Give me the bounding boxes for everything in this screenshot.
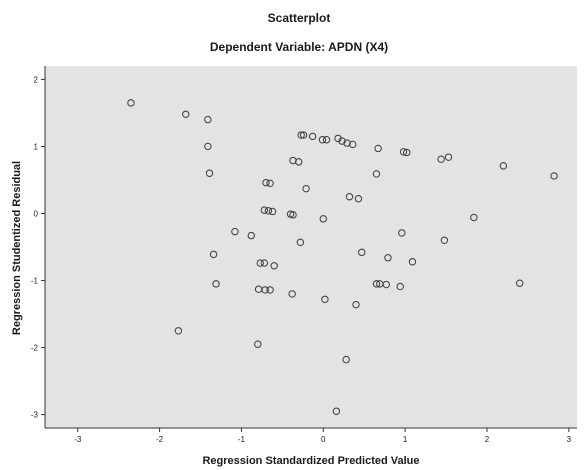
data-point: [408, 258, 417, 266]
data-point: [308, 132, 317, 141]
data-point: [352, 300, 360, 309]
x-tick-label: -2: [156, 435, 164, 444]
data-point: [319, 215, 327, 223]
x-tick-label: 2: [485, 435, 490, 444]
data-point: [349, 140, 357, 149]
data-point: [254, 340, 262, 348]
chart-title: Scatterplot: [268, 11, 331, 25]
data-points: [127, 99, 558, 415]
data-point: [345, 193, 354, 201]
data-point: [204, 142, 212, 151]
x-tick-label: 0: [321, 435, 326, 444]
data-point: [396, 282, 404, 291]
data-point: [342, 355, 350, 364]
data-point: [262, 178, 270, 187]
data-point: [550, 172, 558, 180]
data-point: [289, 211, 297, 219]
data-point: [372, 280, 381, 288]
data-point: [174, 327, 183, 335]
data-point: [260, 206, 269, 214]
data-point: [260, 259, 269, 267]
data-point: [403, 148, 411, 157]
y-ticks: 2 1 0 -1 -2 -3: [31, 75, 45, 420]
data-point: [382, 280, 390, 289]
y-axis-label: Regression Studentized Residual: [11, 161, 23, 335]
data-point: [318, 136, 327, 144]
x-ticks: -3 -2 -1 0 1 2 3: [74, 428, 572, 444]
data-point: [127, 99, 135, 107]
data-point: [270, 262, 278, 270]
data-point: [247, 231, 255, 240]
data-point: [358, 248, 366, 257]
data-point: [295, 158, 303, 166]
data-point: [440, 236, 449, 244]
data-point: [516, 279, 524, 287]
data-point: [372, 170, 381, 178]
x-tick-label: 3: [567, 435, 572, 444]
x-tick-label: 1: [403, 435, 408, 444]
data-point: [470, 213, 478, 222]
data-point: [338, 137, 346, 145]
x-tick-label: -1: [238, 435, 246, 444]
data-point: [297, 131, 305, 139]
data-point: [437, 155, 445, 163]
x-tick-label: -3: [74, 435, 82, 444]
data-point: [256, 259, 264, 267]
data-point: [182, 110, 190, 118]
y-tick-label: -1: [31, 277, 39, 286]
data-point: [288, 290, 296, 298]
chart-subtitle: Dependent Variable: APDN (X4): [210, 40, 388, 54]
x-axis-label: Regression Standardized Predicted Value: [202, 455, 419, 467]
data-point: [264, 207, 273, 215]
data-point: [398, 229, 406, 237]
y-tick-label: 2: [34, 75, 39, 84]
data-point: [354, 195, 363, 203]
data-point: [266, 286, 274, 294]
plot-area: [45, 66, 577, 428]
data-point: [204, 115, 212, 124]
y-tick-label: 0: [34, 209, 39, 218]
data-point: [332, 407, 341, 415]
data-point: [296, 238, 305, 247]
data-point: [209, 250, 218, 259]
data-point: [205, 169, 214, 177]
data-point: [444, 153, 453, 161]
data-point: [231, 227, 239, 236]
data-point: [266, 179, 274, 188]
data-point: [499, 162, 508, 170]
data-point: [322, 136, 331, 144]
y-tick-label: -2: [31, 344, 39, 353]
data-point: [212, 280, 220, 288]
y-tick-label: -3: [31, 411, 39, 420]
data-point: [399, 148, 408, 156]
data-point: [321, 295, 329, 303]
data-point: [299, 131, 308, 139]
data-point: [302, 184, 310, 193]
data-point: [374, 144, 382, 153]
y-tick-label: 1: [34, 142, 39, 151]
data-point: [261, 286, 269, 294]
data-point: [268, 207, 277, 216]
data-point: [384, 254, 392, 262]
